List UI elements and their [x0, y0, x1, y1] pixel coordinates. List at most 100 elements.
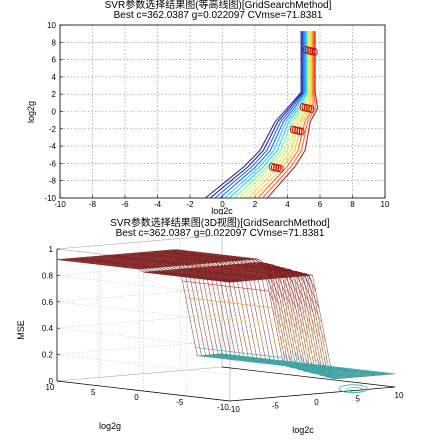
- surface-mesh-segment: [223, 318, 228, 320]
- surface-mesh-segment: [198, 269, 203, 271]
- surface-mesh-segment: [204, 271, 210, 273]
- surface-mesh-segment: [178, 251, 184, 253]
- surface-mesh-segment: [130, 267, 135, 269]
- surface-mesh-segment: [333, 377, 338, 379]
- surface-mesh-segment: [235, 277, 241, 279]
- surface-mesh-segment: [158, 272, 164, 274]
- surface-mesh-segment: [246, 277, 252, 279]
- surface-mesh-segment: [196, 270, 201, 272]
- surface-mesh-segment: [201, 254, 206, 256]
- surface-mesh-segment: [192, 256, 198, 258]
- surface-mesh-segment: [194, 271, 200, 273]
- surface-mesh-segment: [153, 271, 158, 273]
- surface-mesh-segment: [198, 275, 204, 277]
- surface-mesh-segment: [356, 369, 361, 371]
- surface-mesh-segment: [177, 264, 183, 266]
- surface-mesh-segment: [336, 368, 341, 370]
- surface-mesh-segment: [261, 338, 266, 340]
- surface-mesh-segment: [162, 258, 168, 260]
- surface-mesh-segment: [224, 278, 230, 280]
- surface-mesh-segment: [65, 260, 71, 262]
- surface-mesh-segment: [198, 355, 204, 357]
- surface-mesh-segment: [317, 367, 323, 369]
- surface-zgrid: [56, 340, 231, 375]
- surface-mesh-segment: [195, 256, 201, 258]
- surface-ctick-label: 0: [314, 398, 319, 407]
- surface-mesh-segment: [187, 275, 193, 277]
- surface-mesh-segment: [251, 270, 257, 272]
- surface-mesh-segment: [145, 268, 151, 272]
- surface-mesh-segment: [133, 267, 139, 269]
- surface-mesh-segment: [199, 261, 205, 263]
- surface-mesh-segment: [216, 260, 221, 262]
- surface-mesh-segment: [80, 260, 86, 262]
- surface-mesh-segment: [291, 275, 297, 277]
- surface-mesh-segment: [166, 264, 172, 266]
- surface-mesh-segment: [300, 311, 306, 322]
- contour-ytick-label: 6: [52, 56, 57, 65]
- surface-mesh-segment: [311, 368, 316, 370]
- surface-mesh-segment: [272, 300, 278, 312]
- surface-mesh-segment: [174, 259, 180, 261]
- surface-mesh-segment: [219, 265, 224, 267]
- surface-mesh-segment: [202, 272, 207, 274]
- surface-mesh-segment: [139, 266, 144, 268]
- surface-mesh-segment: [204, 276, 209, 278]
- surface-mesh-segment: [181, 273, 186, 275]
- surface-mesh-segment: [271, 307, 277, 318]
- surface-mesh-segment: [186, 263, 192, 265]
- surface-mesh-segment: [225, 264, 231, 266]
- surface-mesh-segment: [157, 266, 163, 268]
- surface-mesh-segment: [290, 364, 296, 366]
- surface-mesh-segment: [233, 279, 238, 281]
- contour-line: [209, 31, 303, 199]
- surface-mesh-segment: [231, 260, 237, 265]
- surface-mesh-segment: [390, 373, 396, 375]
- surface-mesh-segment: [231, 335, 236, 337]
- surface-mesh-segment: [174, 264, 179, 266]
- surface-mesh-segment: [246, 361, 251, 363]
- surface-mesh-segment: [174, 262, 180, 264]
- surface-mesh-segment: [279, 334, 285, 345]
- surface-mesh-segment: [323, 354, 329, 366]
- surface-mesh-segment: [190, 260, 195, 262]
- surface-mesh-segment: [370, 374, 376, 376]
- surface-mesh-segment: [206, 266, 211, 268]
- contour-lines: [205, 31, 319, 199]
- surface-mesh-segment: [342, 370, 348, 372]
- surface-mesh-segment: [218, 275, 223, 277]
- surface-mesh-segment: [358, 374, 364, 376]
- surface-mesh-segment: [205, 255, 211, 257]
- surface-mesh-segment: [197, 262, 202, 264]
- surface-mesh-segment: [291, 334, 297, 345]
- surface-mesh-segment: [318, 373, 323, 375]
- surface-mesh-segment: [119, 253, 125, 255]
- contour-line: [228, 31, 308, 199]
- surface-mesh-segment: [140, 253, 145, 255]
- surface-mesh-segment: [312, 371, 317, 373]
- surface-mesh-segment: [220, 280, 225, 282]
- surface-mesh-segment: [240, 256, 246, 258]
- surface-mesh-segment: [274, 294, 279, 305]
- surface-mesh-segment: [84, 260, 89, 262]
- surface-mesh-segment: [334, 377, 339, 379]
- surface-mesh-segment: [137, 267, 142, 269]
- surface-mesh-segment: [281, 320, 287, 332]
- surface-mesh-segment: [311, 354, 317, 365]
- surface-mesh-segment: [120, 262, 125, 264]
- surface-mesh-segment: [239, 358, 244, 360]
- surface-mesh-segment: [163, 265, 168, 267]
- surface-mesh-segment: [237, 265, 243, 267]
- surface-mesh-segment: [203, 275, 208, 277]
- surface-mesh-segment: [164, 254, 169, 256]
- surface-mesh-segment: [308, 372, 314, 374]
- surface-mesh-segment: [126, 264, 131, 266]
- surface-mesh-segment: [164, 260, 170, 262]
- surface-mesh-segment: [234, 355, 240, 357]
- surface-mesh-segment: [256, 273, 262, 275]
- surface-mesh-segment: [219, 317, 224, 319]
- surface-mesh-segment: [187, 261, 193, 263]
- surface-mesh-segment: [257, 358, 263, 360]
- surface-mesh-segment: [229, 275, 234, 277]
- surface-mesh-segment: [160, 273, 166, 275]
